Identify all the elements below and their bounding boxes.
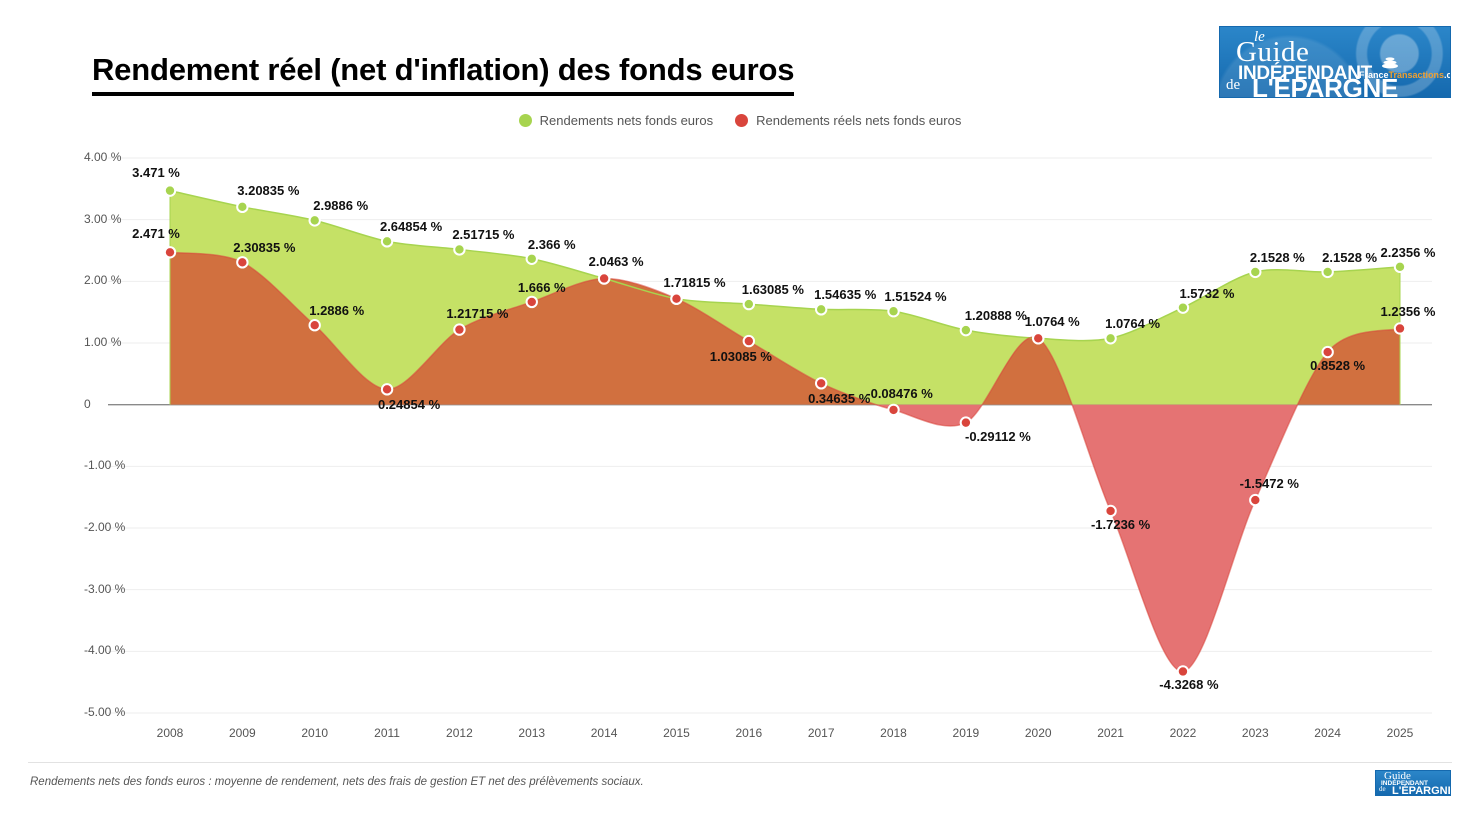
green-point-label: 1.51524 % [884, 289, 947, 305]
x-axis-tick-label: 2017 [807, 726, 835, 740]
x-axis-tick-label: 2015 [663, 726, 690, 740]
green-point-label: 1.54635 % [814, 287, 877, 303]
footer-divider [28, 762, 1452, 763]
green-point-label: 1.0764 % [1105, 316, 1161, 332]
green-point-label: 3.471 % [132, 164, 180, 180]
legend-label-red: Rendements réels nets fonds euros [756, 113, 962, 128]
chart-legend: Rendements nets fonds euros Rendements r… [0, 113, 1480, 128]
brand-logo: le Guide INDÉPENDANT de L'ÉPARGNE France… [1219, 26, 1451, 98]
y-axis-tick-label: -4.00 % [84, 643, 126, 658]
red-point-label: 1.21715 % [446, 305, 509, 321]
x-axis-tick-label: 2023 [1241, 726, 1269, 740]
green-point-label: 2.1528 % [1249, 249, 1305, 265]
x-axis-tick-label: 2013 [518, 726, 546, 740]
legend-dot-green-icon [518, 114, 532, 127]
brand-logo-small: Guide INDÉPENDANT de L'ÉPARGNE [1375, 770, 1451, 796]
y-axis-tick-label: -5.00 % [84, 705, 126, 719]
logo-small-independant-text: INDÉPENDANT [1381, 780, 1428, 787]
x-axis-tick-label: 2008 [156, 726, 184, 740]
x-axis-tick-label: 2019 [952, 726, 980, 740]
red-point-label: 1.2356 % [1380, 304, 1436, 320]
y-axis-tick-label: 2.00 % [84, 273, 122, 288]
legend-item-red[interactable]: Rendements réels nets fonds euros [735, 113, 961, 128]
red-point-label: -1.7236 % [1090, 516, 1151, 532]
red-point-label: 1.2886 % [309, 303, 365, 319]
y-axis-tick-label: 1.00 % [84, 335, 122, 349]
x-axis-tick-label: 2020 [1024, 726, 1052, 740]
y-axis-tick-label: -3.00 % [84, 581, 126, 596]
x-axis-tick-label: 2022 [1169, 726, 1197, 740]
x-axis-tick-label: 2011 [374, 726, 400, 740]
red-point-label: -0.08476 % [866, 385, 933, 401]
logo-small-de-text: de [1379, 785, 1386, 793]
green-point-label: 2.366 % [527, 236, 576, 252]
x-axis-tick-label: 2025 [1386, 726, 1414, 740]
x-axis-tick-label: 2021 [1097, 726, 1124, 740]
red-point-label: 1.666 % [517, 279, 566, 295]
footnote-text: Rendements nets des fonds euros : moyenn… [30, 776, 644, 788]
x-axis-tick-label: 2018 [880, 726, 907, 740]
page-title: Rendement réel (net d'inflation) des fon… [92, 52, 794, 96]
x-axis-tick-label: 2010 [301, 726, 329, 740]
red-point-label: -0.29112 % [964, 428, 1031, 444]
red-point-label: 1.03085 % [709, 349, 772, 365]
legend-label-green: Rendements nets fonds euros [539, 113, 714, 128]
logo-epargne-text: L'ÉPARGNE [1252, 73, 1399, 98]
logo-francetransactions-text: FranceTransactions.com [1359, 70, 1451, 80]
logo-guide-text: Guide [1236, 36, 1310, 68]
logo-le-text: le [1254, 29, 1265, 45]
x-axis-tick-label: 2014 [590, 726, 618, 740]
logo-small-guide-text: Guide [1384, 770, 1411, 782]
green-point-label: 2.1528 % [1322, 249, 1378, 265]
red-point-label: 0.24854 % [377, 397, 441, 413]
green-point-label: 2.9886 % [313, 198, 369, 214]
x-axis-tick-label: 2009 [228, 726, 256, 740]
red-point-label: 2.471 % [132, 226, 180, 242]
red-point-label: 0.8528 % [1310, 358, 1366, 374]
green-point-label: 1.63085 % [741, 282, 804, 298]
logo-independant-text: INDÉPENDANT [1238, 63, 1372, 84]
y-axis-tick-label: 3.00 % [84, 211, 122, 226]
red-point-label: -1.5472 % [1239, 476, 1299, 492]
legend-item-green[interactable]: Rendements nets fonds euros [518, 113, 714, 128]
y-axis-tick-label: 4.00 % [84, 150, 122, 164]
green-point-label: 2.64854 % [379, 219, 443, 235]
y-axis-tick-label: -1.00 % [84, 458, 126, 473]
y-axis-tick-label: 0 [84, 396, 91, 411]
green-point-label: 2.2356 % [1380, 244, 1436, 260]
green-point-label: 1.5732 % [1179, 285, 1235, 301]
y-axis-tick-label: -2.00 % [84, 520, 126, 534]
logo-small-epargne-text: L'ÉPARGNE [1392, 785, 1451, 796]
green-point-label: 3.20835 % [237, 182, 300, 198]
red-point-label: -4.3268 % [1159, 677, 1219, 693]
legend-dot-red-icon [735, 114, 749, 127]
logo-de-text: de [1226, 77, 1241, 93]
x-axis-tick-label: 2024 [1314, 726, 1341, 740]
x-axis-tick-label: 2012 [446, 726, 473, 740]
x-axis-tick-label: 2016 [735, 726, 763, 740]
red-point-label: 1.71815 % [663, 274, 726, 290]
red-point-label: 0.34635 % [808, 391, 871, 407]
green-point-label: 2.51715 % [452, 227, 515, 243]
red-point-label: 2.30835 % [233, 240, 296, 256]
red-point-label: 2.0463 % [588, 254, 644, 270]
green-point-label: 1.20888 % [964, 308, 1027, 324]
red-point-label: 1.0764 % [1024, 314, 1080, 330]
coins-icon [1382, 57, 1398, 69]
